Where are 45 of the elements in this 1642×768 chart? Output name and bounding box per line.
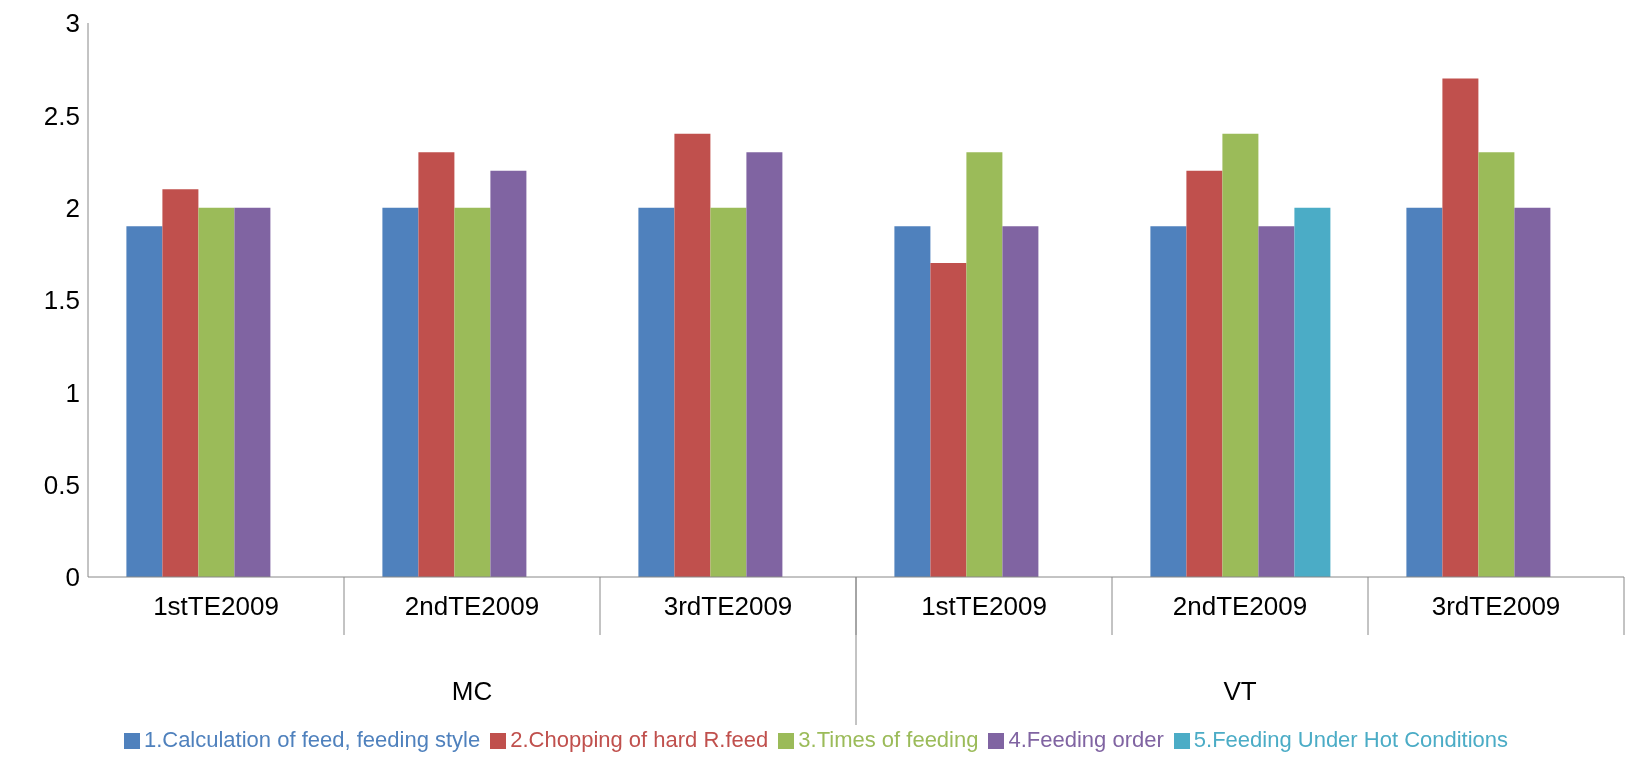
bar [1406,207,1443,577]
x-tick-label: 1stTE2009 [153,591,279,621]
y-tick-label: 1.5 [43,285,80,316]
y-tick-label: 3 [65,8,80,39]
bar [418,152,455,577]
bar [1514,207,1551,577]
bar [234,207,271,577]
text: MC [451,676,493,706]
bar [1150,226,1187,577]
legend-label: 2.Chopping of hard R.feed [510,727,769,752]
bar [674,133,711,577]
x-tick-label: 2ndTE2009 [1172,591,1308,621]
bar [710,207,747,577]
bar [746,152,783,577]
bar [1002,226,1039,577]
y-tick-label: 0.5 [43,469,80,500]
bar [930,263,967,577]
y-tick-label: 2.5 [43,100,80,131]
legend-label: 4.Feeding order [1008,727,1164,752]
legend-label: 5.Feeding Under Hot Conditions [1193,727,1509,752]
x-tick-label: 2ndTE2009 [404,591,540,621]
bar [1222,133,1259,577]
bar [1478,152,1515,577]
y-tick-label: 1 [65,377,80,408]
bar [162,189,199,577]
bar [198,207,235,577]
bar [1186,170,1223,577]
bar [1294,207,1331,577]
bar [382,207,419,577]
x-tick-label: 1stTE2009 [921,591,1047,621]
bar [454,207,491,577]
bar [1258,226,1295,577]
text: VT [1223,676,1257,706]
legend-label: 3.Times of feeding [798,727,979,752]
legend-label: 1.Calculation of feed, feeding style [143,727,481,752]
bar [1442,78,1479,577]
bar [490,170,527,577]
x-tick-label: 3rdTE2009 [1431,591,1561,621]
bar [126,226,163,577]
y-tick-label: 2 [65,192,80,223]
bar [966,152,1003,577]
bar [894,226,931,577]
x-tick-label: 3rdTE2009 [663,591,793,621]
y-tick-label: 0 [65,562,80,593]
bar [638,207,675,577]
